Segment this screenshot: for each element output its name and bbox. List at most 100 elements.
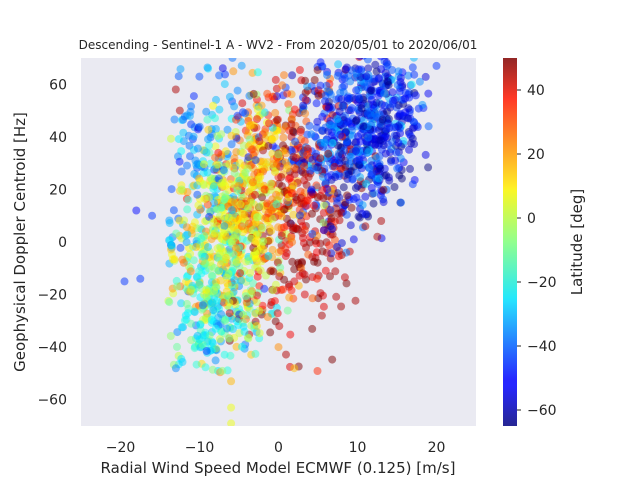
data-point [167, 134, 175, 143]
data-point [361, 192, 370, 201]
data-point [265, 119, 273, 128]
data-point [337, 251, 346, 260]
data-point [223, 324, 231, 333]
data-point [302, 243, 310, 252]
data-point [334, 60, 343, 69]
data-point [249, 279, 258, 288]
x-tick-label: −10 [185, 440, 215, 456]
data-point [326, 205, 335, 214]
data-point [207, 316, 216, 324]
data-point [313, 367, 322, 375]
data-point [195, 335, 204, 344]
data-point [218, 178, 227, 187]
data-point [388, 99, 397, 108]
data-point [339, 88, 348, 97]
data-point [267, 226, 276, 235]
data-point [303, 144, 312, 153]
data-point [291, 153, 300, 162]
data-point [201, 259, 210, 268]
data-point [227, 140, 236, 149]
data-point [192, 360, 201, 369]
data-point [319, 302, 328, 311]
data-point [289, 181, 298, 190]
data-point [258, 223, 267, 232]
data-point [297, 194, 305, 202]
data-point [213, 131, 222, 140]
data-point [242, 298, 251, 307]
data-point [355, 94, 364, 103]
data-point [204, 125, 213, 134]
data-point [310, 76, 319, 84]
data-point [392, 131, 401, 140]
data-point [337, 95, 346, 104]
data-point [367, 95, 376, 104]
data-point [183, 230, 192, 239]
data-point [394, 138, 403, 147]
data-point [318, 112, 327, 121]
data-point [288, 238, 297, 247]
data-point [218, 64, 227, 73]
data-point [216, 335, 224, 343]
data-point [273, 309, 282, 318]
data-point [360, 82, 369, 91]
data-point [219, 166, 228, 175]
data-point [394, 67, 403, 76]
data-point [352, 193, 361, 202]
data-point [201, 331, 210, 339]
data-point [209, 101, 218, 110]
data-point [288, 257, 297, 266]
y-tick-label: 0 [58, 235, 67, 251]
data-point [179, 115, 188, 124]
y-tick-label: −20 [37, 288, 67, 304]
data-point [253, 105, 262, 114]
data-point [328, 139, 337, 147]
data-point [230, 276, 239, 285]
data-point [208, 365, 217, 374]
data-point [372, 67, 381, 76]
data-point [239, 322, 248, 331]
data-point [252, 298, 261, 307]
data-point [268, 135, 277, 144]
data-point [264, 252, 273, 260]
data-point [409, 58, 418, 62]
data-point [314, 91, 323, 100]
data-point [291, 224, 300, 233]
data-point [204, 135, 212, 144]
data-point [408, 180, 417, 189]
data-point [346, 221, 355, 230]
data-point [204, 243, 212, 252]
data-point [317, 311, 326, 320]
data-point [215, 105, 224, 114]
data-point [220, 195, 229, 204]
data-point [193, 144, 202, 153]
y-tick-label: −40 [37, 340, 67, 356]
data-point [213, 205, 222, 214]
x-tick-label: 20 [428, 440, 446, 456]
y-axis-label: Geophysical Doppler Centroid [Hz] [11, 112, 29, 372]
data-point [383, 77, 392, 86]
data-point [424, 89, 433, 98]
data-point [318, 126, 326, 135]
y-tick-label: 40 [49, 130, 67, 146]
data-point [167, 185, 176, 194]
data-point [351, 296, 360, 305]
data-point [259, 237, 268, 246]
data-point [374, 126, 383, 134]
data-point [228, 58, 237, 62]
data-point [223, 279, 232, 288]
data-point [177, 299, 186, 308]
data-point [208, 272, 217, 281]
data-point [407, 80, 416, 89]
data-point [211, 356, 220, 365]
data-point [203, 168, 212, 177]
data-point [288, 71, 297, 80]
colorbar-tick-label: −20 [527, 275, 557, 291]
x-tick-label: 10 [349, 440, 367, 456]
data-point [201, 363, 210, 372]
data-point [330, 162, 339, 171]
data-point [316, 154, 325, 163]
data-point [233, 111, 242, 120]
data-point [332, 292, 341, 301]
data-point [246, 121, 255, 130]
data-point [167, 241, 176, 250]
